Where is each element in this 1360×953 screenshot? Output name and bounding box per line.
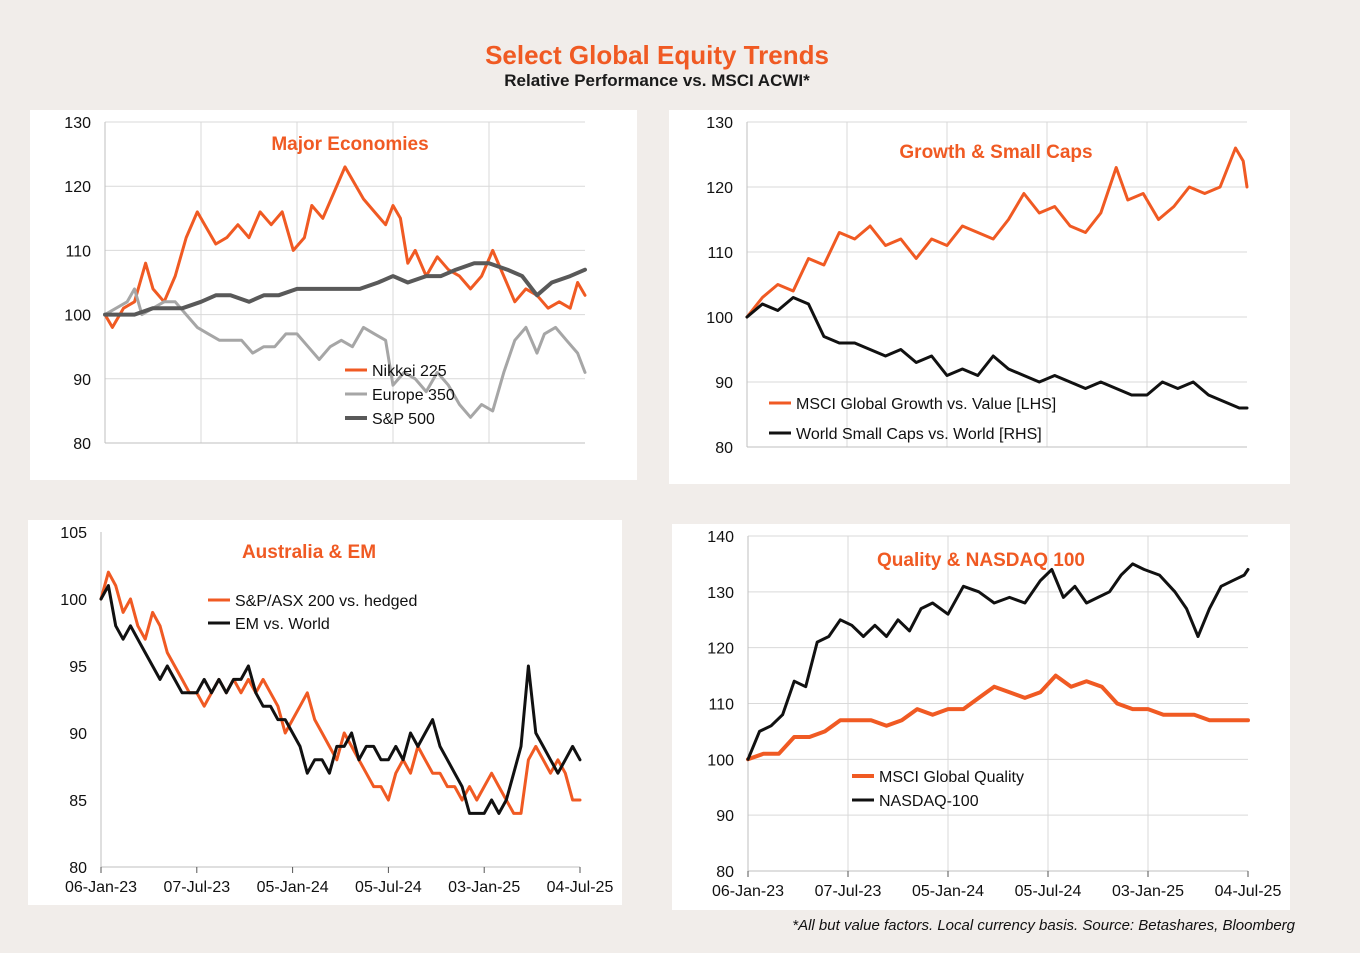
- series-line-nasdaq-100: [746, 562, 1250, 761]
- series-line-s-p-500: [103, 261, 587, 317]
- x-tick-label: 04-Jul-25: [547, 879, 614, 896]
- y-tick-label: 80: [716, 864, 734, 881]
- chart-major-economies: 80 90 100 110 120 130 Major Economies Nikkei 22…: [64, 115, 587, 453]
- x-tick-label: 05-Jul-24: [355, 879, 422, 896]
- chart-title: Major Economies: [271, 134, 428, 155]
- y-tick-label: 90: [73, 372, 91, 389]
- chart-australia-em: 80 85 90 95 100 105 06-Jan-23 07-Jul-23 05-Jan-2…: [60, 525, 614, 896]
- chart-title: Quality & NASDAQ 100: [877, 550, 1085, 571]
- x-tick-label: 04-Jul-25: [1215, 883, 1282, 900]
- legend-label-nasdaq-100: NASDAQ-100: [879, 793, 979, 810]
- chart-panel-australia-em: 80 85 90 95 100 105 06-Jan-23 07-Jul-23 05-Jan-2…: [28, 520, 622, 905]
- y-tick-label: 130: [706, 115, 733, 132]
- chart-quality-nasdaq: 80 90 100 110 120 130 140 06-Jan-23 07-Jul-23 05-…: [707, 529, 1282, 900]
- legend-label-s-p-500: S&P 500: [372, 411, 435, 428]
- chart-title: Growth & Small Caps: [899, 142, 1092, 163]
- chart-panel-growth-small-caps: 80 90 100 110 120 130 Growth & Small Caps MSCI …: [669, 110, 1290, 484]
- y-tick-label: 80: [715, 440, 733, 457]
- y-tick-label: 120: [707, 641, 734, 658]
- x-tick-label: 03-Jan-25: [1112, 883, 1184, 900]
- series-line-em-vs-world: [99, 584, 582, 815]
- x-tick-label: 06-Jan-23: [712, 883, 784, 900]
- y-tick-label: 100: [60, 592, 87, 609]
- y-tick-label: 100: [64, 308, 91, 325]
- y-tick-label: 110: [65, 243, 91, 260]
- y-tick-label: 120: [64, 179, 91, 196]
- chart-title: Australia & EM: [242, 542, 376, 563]
- legend-label-world-small-caps-vs-world-rhs: World Small Caps vs. World [RHS]: [796, 426, 1042, 443]
- x-tick-label: 05-Jan-24: [257, 879, 329, 896]
- y-tick-label: 90: [716, 808, 734, 825]
- y-tick-label: 110: [708, 697, 734, 714]
- legend-label-europe-350: Europe 350: [372, 387, 455, 404]
- y-tick-label: 100: [706, 310, 733, 327]
- series-line-msci-global-growth-vs-value-lhs: [745, 146, 1249, 319]
- series-line-nikkei-225: [103, 165, 587, 329]
- x-tick-label: 07-Jul-23: [163, 879, 230, 896]
- y-tick-label: 105: [60, 525, 87, 542]
- legend-label-msci-global-quality: MSCI Global Quality: [879, 769, 1024, 786]
- x-tick-label: 07-Jul-23: [815, 883, 882, 900]
- x-tick-label: 05-Jan-24: [912, 883, 984, 900]
- series-line-msci-global-quality: [746, 673, 1250, 762]
- y-tick-label: 80: [73, 436, 91, 453]
- y-tick-label: 110: [707, 245, 733, 262]
- legend-label-nikkei-225: Nikkei 225: [372, 363, 447, 380]
- y-tick-label: 85: [69, 793, 87, 810]
- source-footnote: *All but value factors. Local currency b…: [792, 917, 1295, 934]
- chart-panel-quality-nasdaq: 80 90 100 110 120 130 140 06-Jan-23 07-Jul-23 05-…: [672, 524, 1290, 910]
- legend-label-em-vs-world: EM vs. World: [235, 616, 330, 633]
- x-tick-label: 06-Jan-23: [65, 879, 137, 896]
- y-tick-label: 90: [69, 726, 87, 743]
- x-tick-label: 05-Jul-24: [1015, 883, 1082, 900]
- page-title: Select Global Equity Trends: [485, 40, 829, 70]
- y-tick-label: 90: [715, 375, 733, 392]
- y-tick-label: 130: [707, 585, 734, 602]
- chart-growth-small-caps: 80 90 100 110 120 130 Growth & Small Caps MSCI …: [706, 115, 1249, 457]
- y-tick-label: 140: [707, 529, 734, 546]
- y-tick-label: 100: [707, 752, 734, 769]
- x-tick-label: 03-Jan-25: [448, 879, 520, 896]
- y-tick-label: 120: [706, 180, 733, 197]
- chart-panel-major-economies: 80 90 100 110 120 130 Major Economies Nikkei 22…: [30, 110, 637, 480]
- legend-label-msci-global-growth-vs-value-lhs: MSCI Global Growth vs. Value [LHS]: [796, 396, 1056, 413]
- legend-label-s-p-asx-200-vs-hedged: S&P/ASX 200 vs. hedged: [235, 593, 417, 610]
- page-subtitle: Relative Performance vs. MSCI ACWI*: [504, 71, 810, 90]
- y-tick-label: 95: [69, 659, 87, 676]
- y-tick-label: 80: [69, 860, 87, 877]
- series-line-world-small-caps-vs-world-rhs: [745, 296, 1249, 410]
- y-tick-label: 130: [64, 115, 91, 132]
